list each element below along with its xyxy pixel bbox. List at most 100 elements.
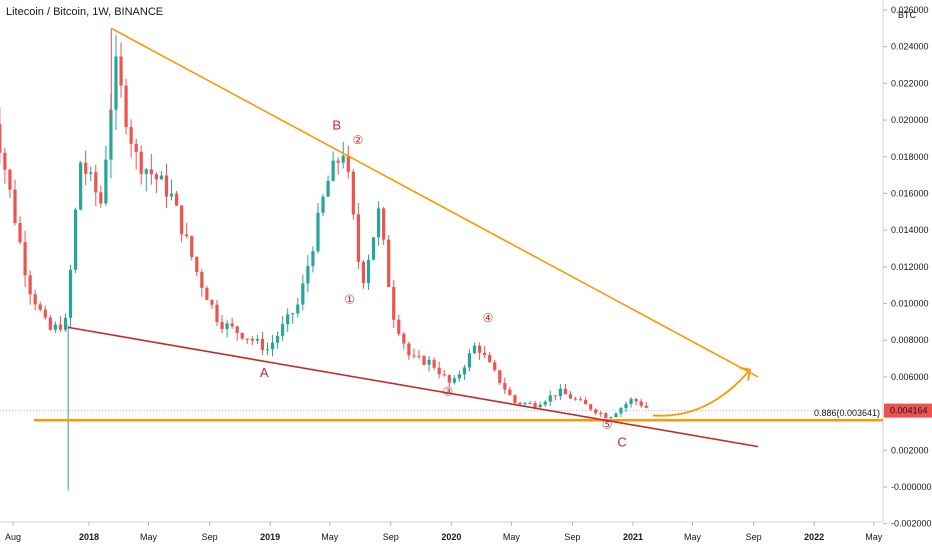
candle-body — [306, 266, 310, 284]
candle-body — [427, 359, 431, 365]
candle-body — [139, 151, 143, 174]
candle-body — [568, 394, 573, 399]
candle-body — [437, 367, 441, 375]
y-tick-label: 0.016000 — [891, 188, 929, 198]
candle-body — [407, 343, 411, 356]
candle-body — [53, 324, 57, 330]
candle-body — [104, 159, 108, 204]
candle-body — [296, 304, 300, 314]
candle-body — [89, 172, 93, 174]
y-tick-label: 0.014000 — [891, 225, 929, 235]
candle-body — [584, 400, 588, 405]
candle-body — [336, 160, 340, 163]
x-tick-label: Sep — [202, 532, 218, 542]
projection-curve — [652, 369, 751, 417]
projection-arrow[interactable] — [652, 366, 752, 417]
y-tick-label: 0.010000 — [891, 299, 929, 309]
candle-body — [619, 408, 623, 414]
y-tick-label: 0.006000 — [891, 372, 929, 382]
candle-body — [43, 309, 47, 318]
candle-body — [361, 261, 366, 284]
candle-body — [124, 85, 128, 128]
candle-body — [382, 208, 386, 240]
candle-body — [412, 355, 416, 357]
x-tick-label: May — [684, 532, 702, 542]
candle-body — [609, 417, 613, 419]
x-axis[interactable]: Aug 2018 May Sep 2019 May Sep 2020 May Sep 2021 May… — [5, 522, 883, 542]
candle-body — [558, 388, 562, 396]
candle-body — [99, 192, 103, 204]
candle-body — [180, 205, 184, 235]
candle-body — [321, 196, 325, 213]
y-tick-label: 0.002000 — [891, 445, 929, 455]
candle-body — [311, 251, 315, 267]
candle-body — [84, 162, 88, 174]
candle-body — [503, 382, 507, 390]
y-tick-label: -0.000000 — [891, 482, 932, 492]
y-tick-label: 0.024000 — [891, 42, 929, 52]
candle-body — [488, 355, 492, 363]
candle-body — [578, 399, 583, 401]
y-axis[interactable]: 0.0280000.0260000.0240000.0220000.020000… — [883, 0, 932, 529]
candle-body — [195, 256, 199, 272]
candle-body — [483, 352, 487, 356]
candle-body — [129, 127, 133, 144]
candle-body — [68, 269, 73, 318]
candle-body — [341, 155, 345, 163]
candle-body — [215, 304, 219, 322]
candle-body — [523, 403, 527, 405]
wave-label: B — [332, 117, 341, 132]
x-tick-label: Sep — [383, 532, 399, 542]
x-tick-label: 2019 — [260, 532, 280, 542]
x-tick-label: May — [321, 532, 339, 542]
axis-borders — [0, 0, 884, 523]
candle-body — [3, 152, 7, 170]
candle-body — [18, 223, 22, 243]
candle-body — [154, 174, 158, 180]
candle-body — [543, 401, 547, 405]
candle-body — [134, 143, 138, 152]
candle-body — [79, 162, 83, 210]
candle-body — [33, 294, 37, 305]
candle-body — [316, 212, 320, 252]
fib-level-line[interactable]: 0.886(0.003641) — [34, 408, 883, 422]
candle-body — [452, 378, 456, 383]
trendlines[interactable] — [68, 27, 759, 448]
candle-body — [301, 283, 305, 305]
candle-body — [508, 389, 512, 396]
candle-body — [114, 56, 118, 110]
candle-body — [169, 193, 174, 197]
candle-body — [589, 404, 593, 410]
candle-body — [28, 275, 32, 295]
candle-body — [644, 405, 648, 408]
candle-body — [432, 359, 436, 368]
currency-label: BTC — [898, 10, 917, 20]
candle-body — [397, 319, 401, 334]
wave-label: ⑤ — [602, 417, 613, 431]
y-tick-label: 0.020000 — [891, 115, 929, 125]
candle-body — [392, 286, 396, 320]
candle-body — [599, 413, 603, 415]
price-labels: 0.004164 — [884, 403, 932, 418]
y-tick-label: -0.002000 — [891, 519, 932, 529]
candle-body — [326, 180, 330, 197]
x-tick-label: 2018 — [79, 532, 99, 542]
candle-body — [493, 362, 497, 371]
candle-body — [513, 395, 517, 403]
candle-body — [498, 370, 502, 383]
candle-body — [0, 124, 2, 153]
candle-body — [447, 375, 451, 383]
candle-body — [174, 193, 179, 206]
x-tick-label: May — [865, 532, 883, 542]
candle-body — [417, 355, 421, 357]
candle-body — [255, 338, 259, 341]
wave-label: C — [617, 435, 626, 450]
y-tick-label: 0.018000 — [891, 152, 929, 162]
candle-body — [477, 345, 482, 353]
candle-body — [8, 169, 12, 190]
last-price-value: 0.004164 — [890, 406, 928, 416]
candle-body — [594, 409, 598, 414]
candle-body — [159, 175, 164, 180]
candle-body — [265, 349, 270, 351]
